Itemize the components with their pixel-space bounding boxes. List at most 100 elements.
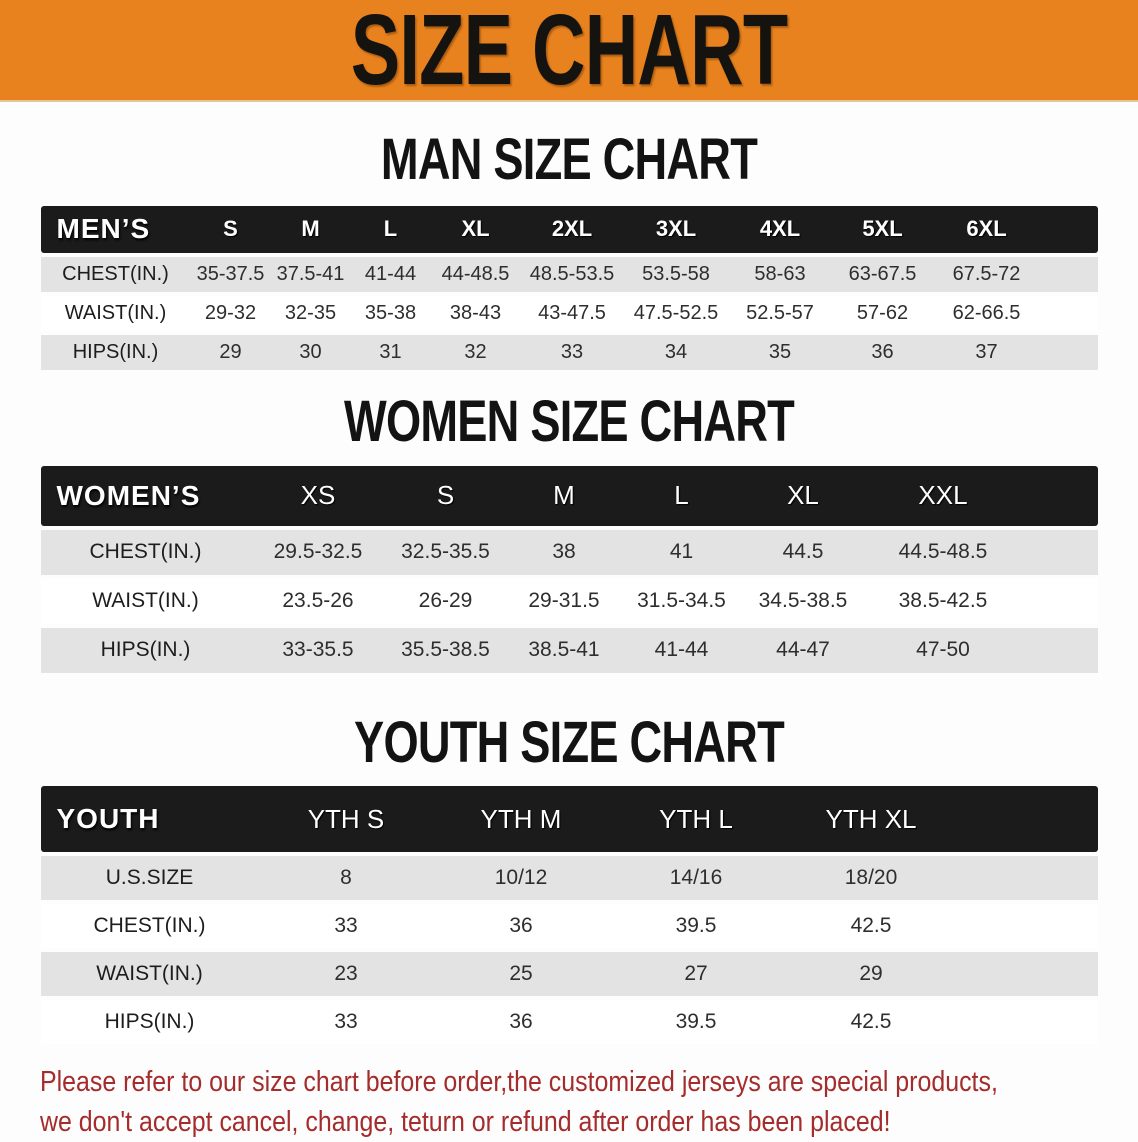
size-column-header: 3XL [623, 205, 729, 253]
size-cell: 57-62 [831, 295, 934, 331]
size-column-header: YTH S [258, 786, 434, 853]
size-cell: 35 [728, 334, 832, 370]
header-filler [1039, 205, 1098, 253]
size-cell: 36 [433, 1000, 609, 1045]
row-label: WAIST(IN.) [40, 295, 191, 331]
table-header-row: WOMEN’S XS S M L XL XXL [40, 465, 1098, 526]
table-group-label: YOUTH [40, 786, 259, 853]
size-cell: 10/12 [433, 856, 609, 901]
row-label: U.S.SIZE [40, 856, 259, 901]
size-cell: 18/20 [783, 856, 959, 901]
table-header-row: YOUTH YTH S YTH M YTH L YTH XL [40, 786, 1098, 853]
size-column-header: M [505, 465, 623, 526]
row-label: WAIST(IN.) [40, 578, 251, 624]
size-cell: 58-63 [728, 256, 832, 292]
size-chart-sections: MAN SIZE CHART MEN’S S M L XL 2XL 3XL 4XL 5XL 6XL… [0, 128, 1138, 1048]
size-cell: 36 [433, 904, 609, 949]
size-column-header: 4XL [728, 205, 832, 253]
size-cell: 35-37.5 [190, 256, 271, 292]
size-cell: 48.5-53.5 [520, 256, 624, 292]
section-men: MAN SIZE CHART MEN’S S M L XL 2XL 3XL 4XL 5XL 6XL… [0, 128, 1138, 374]
size-column-header: XS [250, 465, 386, 526]
size-cell: 35.5-38.5 [385, 627, 506, 673]
size-cell: 38-43 [430, 295, 521, 331]
size-cell: 30 [270, 334, 351, 370]
row-label: CHEST(IN.) [40, 529, 251, 575]
size-column-header: XXL [865, 465, 1021, 526]
size-cell: 38.5-42.5 [865, 578, 1021, 624]
size-column-header: 2XL [520, 205, 624, 253]
size-column-header: S [385, 465, 506, 526]
table-row: WAIST(IN.) 23.5-26 26-29 29-31.5 31.5-34.5 34… [40, 578, 1098, 624]
row-label: HIPS(IN.) [40, 1000, 259, 1045]
row-filler [958, 952, 1098, 997]
table-row: HIPS(IN.) 33 36 39.5 42.5 [40, 1000, 1098, 1045]
size-cell: 23 [258, 952, 434, 997]
header-filler [958, 786, 1098, 853]
row-filler [958, 904, 1098, 949]
size-cell: 63-67.5 [831, 256, 934, 292]
disclaimer: Please refer to our size chart before or… [40, 1062, 1138, 1142]
section-title-men: MAN SIZE CHART [380, 127, 758, 192]
row-label: HIPS(IN.) [40, 627, 251, 673]
size-cell: 44.5 [740, 529, 866, 575]
size-cell: 38.5-41 [505, 627, 623, 673]
size-cell: 41-44 [350, 256, 431, 292]
row-filler [1020, 578, 1098, 624]
size-cell: 43-47.5 [520, 295, 624, 331]
row-label: HIPS(IN.) [40, 334, 191, 370]
size-cell: 31.5-34.5 [622, 578, 741, 624]
size-cell: 29.5-32.5 [250, 529, 386, 575]
size-cell: 32.5-35.5 [385, 529, 506, 575]
size-cell: 33-35.5 [250, 627, 386, 673]
size-column-header: YTH M [433, 786, 609, 853]
size-cell: 29 [783, 952, 959, 997]
table-group-label: WOMEN’S [40, 465, 251, 526]
table-header-row: MEN’S S M L XL 2XL 3XL 4XL 5XL 6XL [40, 205, 1098, 253]
table-row: WAIST(IN.) 23 25 27 29 [40, 952, 1098, 997]
row-filler [1020, 529, 1098, 575]
size-cell: 35-38 [350, 295, 431, 331]
size-cell: 34 [623, 334, 729, 370]
size-column-header: YTH XL [783, 786, 959, 853]
size-cell: 33 [520, 334, 624, 370]
size-cell: 33 [258, 1000, 434, 1045]
table-row: CHEST(IN.) 33 36 39.5 42.5 [40, 904, 1098, 949]
size-column-header: M [270, 205, 351, 253]
size-column-header: S [190, 205, 271, 253]
size-cell: 37.5-41 [270, 256, 351, 292]
size-column-header: YTH L [608, 786, 784, 853]
size-cell: 41 [622, 529, 741, 575]
size-cell: 23.5-26 [250, 578, 386, 624]
size-cell: 67.5-72 [933, 256, 1040, 292]
size-cell: 44-48.5 [430, 256, 521, 292]
banner: SIZE CHART [0, 0, 1138, 102]
size-cell: 47-50 [865, 627, 1021, 673]
section-women: WOMEN SIZE CHART WOMEN’S XS S M L XL XXL CHEST(… [0, 389, 1138, 677]
size-column-header: 5XL [831, 205, 934, 253]
section-youth: YOUTH SIZE CHART YOUTH YTH S YTH M YTH L YTH… [0, 710, 1138, 1049]
size-cell: 33 [258, 904, 434, 949]
size-column-header: L [350, 205, 431, 253]
row-filler [958, 856, 1098, 901]
row-filler [1039, 334, 1098, 370]
size-cell: 8 [258, 856, 434, 901]
size-cell: 42.5 [783, 904, 959, 949]
size-cell: 32 [430, 334, 521, 370]
size-cell: 29-31.5 [505, 578, 623, 624]
men-size-table: MEN’S S M L XL 2XL 3XL 4XL 5XL 6XL CHEST(IN.) 35-37… [40, 202, 1098, 374]
row-filler [1020, 627, 1098, 673]
size-cell: 41-44 [622, 627, 741, 673]
size-cell: 38 [505, 529, 623, 575]
size-cell: 31 [350, 334, 431, 370]
size-cell: 42.5 [783, 1000, 959, 1045]
size-cell: 52.5-57 [728, 295, 832, 331]
table-row: HIPS(IN.) 29 30 31 32 33 34 35 36 37 [40, 334, 1098, 370]
size-column-header: L [622, 465, 741, 526]
size-column-header: XL [430, 205, 521, 253]
row-label: CHEST(IN.) [40, 904, 259, 949]
size-cell: 25 [433, 952, 609, 997]
disclaimer-line1: Please refer to our size chart before or… [40, 1066, 998, 1099]
size-cell: 32-35 [270, 295, 351, 331]
banner-title: SIZE CHART [350, 0, 788, 106]
